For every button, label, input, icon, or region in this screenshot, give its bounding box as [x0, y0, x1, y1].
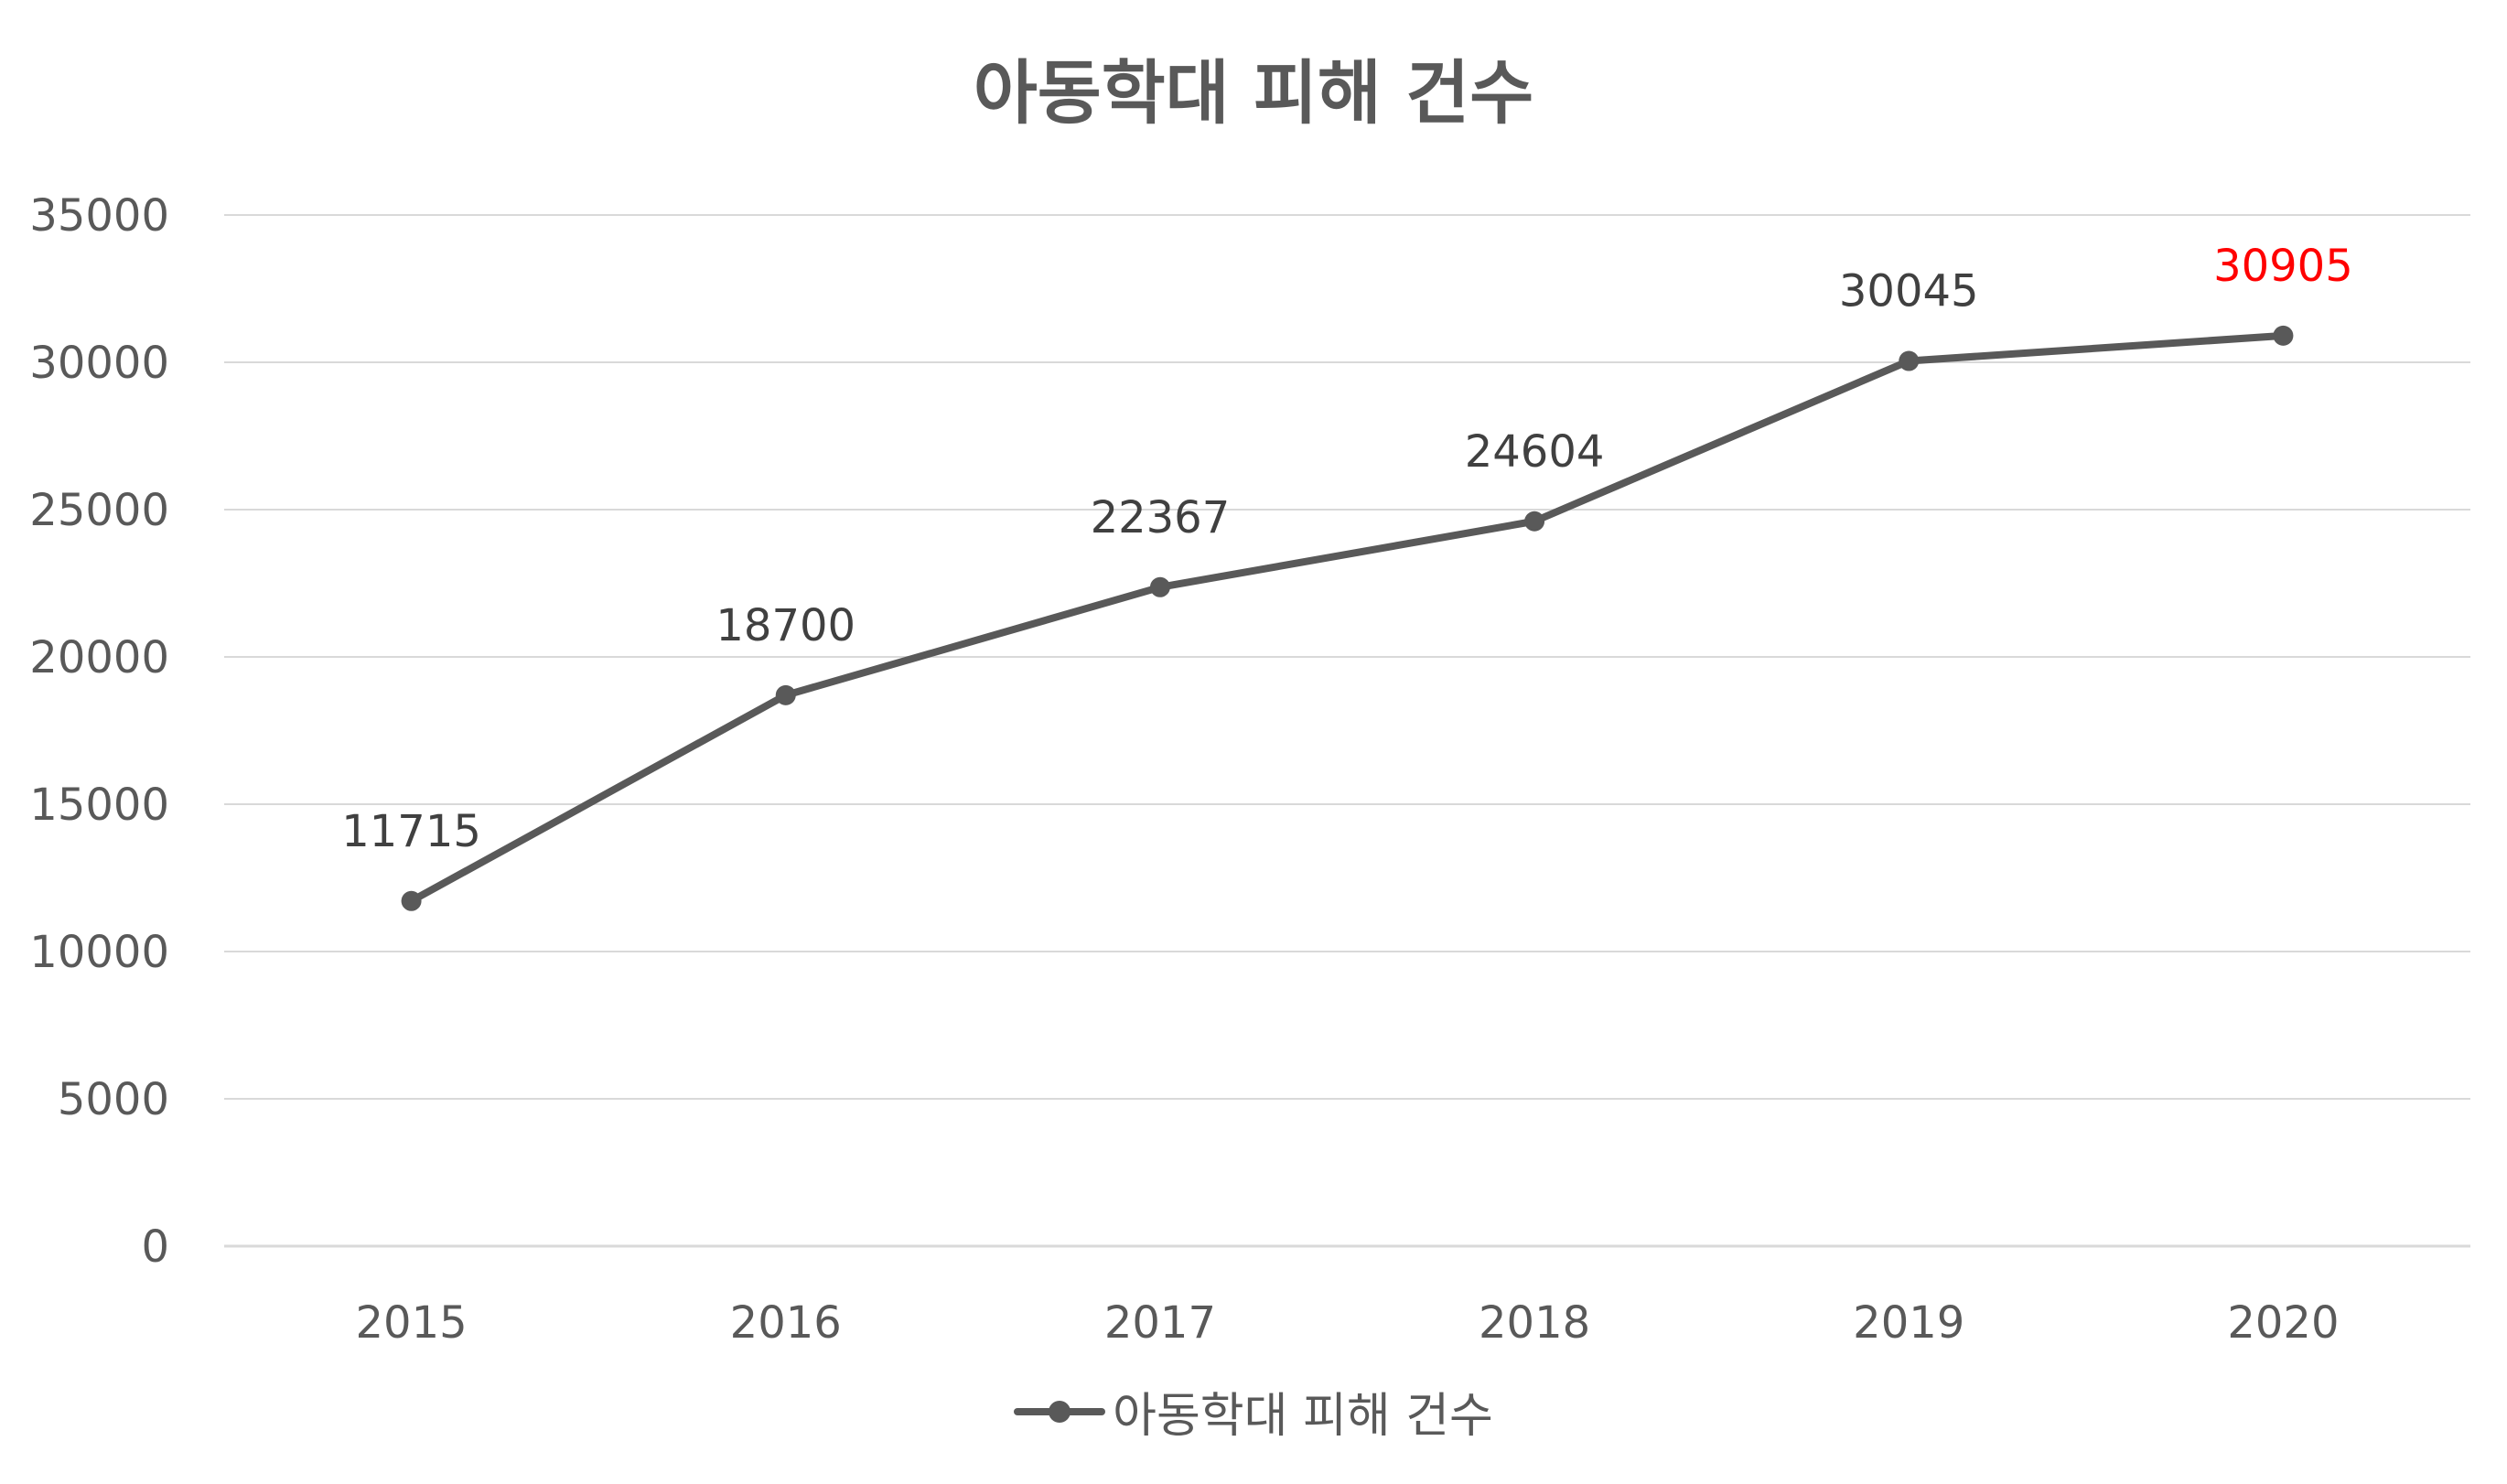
- x-tick-label: 2020: [2227, 1297, 2339, 1349]
- data-label: 11715: [341, 806, 481, 857]
- legend-label: 아동학대 피해 건수: [1113, 1389, 1493, 1444]
- data-point: [401, 890, 422, 911]
- data-point: [1899, 350, 1920, 371]
- data-label: 18700: [716, 600, 855, 651]
- data-point: [775, 684, 796, 705]
- data-label: 30045: [1839, 266, 1979, 317]
- y-tick-label: 10000: [29, 927, 169, 978]
- data-label: 30905: [2213, 241, 2353, 292]
- data-point: [1149, 576, 1170, 597]
- x-tick-label: 2015: [356, 1297, 468, 1349]
- legend: 아동학대 피해 건수: [0, 1377, 2507, 1446]
- data-point: [1524, 511, 1545, 532]
- legend-marker-icon: [1014, 1400, 1106, 1423]
- y-tick-label: 35000: [29, 190, 169, 242]
- y-tick-label: 20000: [29, 632, 169, 683]
- x-tick-label: 2019: [1853, 1297, 1964, 1349]
- y-tick-label: 25000: [29, 485, 169, 536]
- y-tick-label: 30000: [29, 338, 169, 389]
- x-tick-label: 2016: [730, 1297, 842, 1349]
- y-tick-label: 5000: [58, 1074, 169, 1125]
- x-tick-label: 2017: [1104, 1297, 1216, 1349]
- y-tick-label: 15000: [29, 780, 169, 831]
- data-label: 22367: [1091, 492, 1231, 543]
- x-tick-label: 2018: [1479, 1297, 1590, 1349]
- data-label: 24604: [1465, 426, 1605, 478]
- chart-title: 아동학대 피해 건수: [973, 52, 1534, 134]
- data-point: [2273, 325, 2294, 346]
- y-tick-label: 0: [141, 1221, 169, 1273]
- series-line: [407, 331, 2287, 905]
